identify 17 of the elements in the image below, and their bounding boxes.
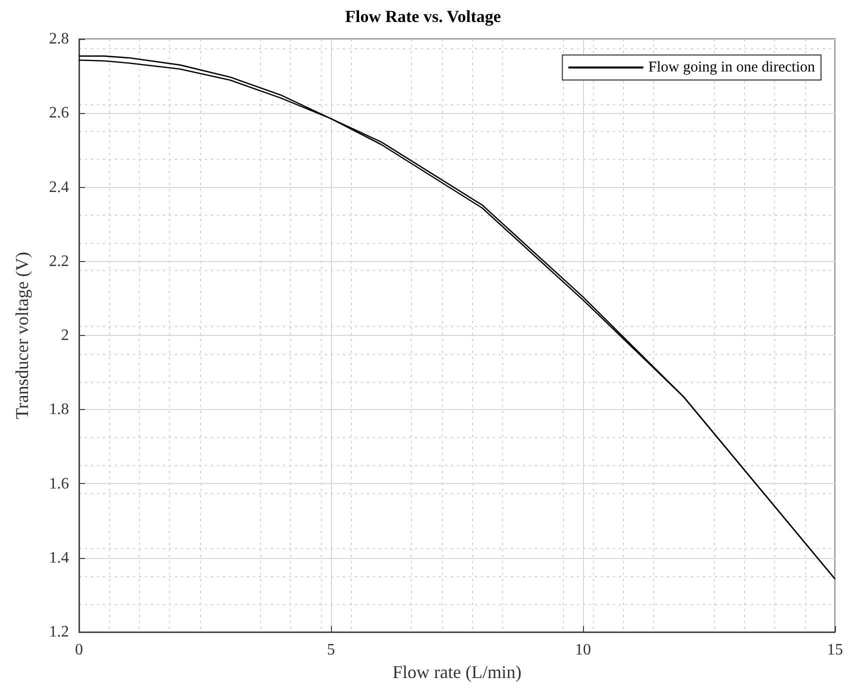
y-tick-label: 2.4 <box>49 178 69 196</box>
y-tick-label: 1.4 <box>49 549 69 566</box>
y-tick-label: 2 <box>61 327 69 344</box>
x-tick-label: 5 <box>327 642 335 658</box>
y-axis-title: Transducer voltage (V) <box>12 252 32 420</box>
y-tick-label: 1.6 <box>49 475 69 492</box>
y-tick-label: 2.8 <box>49 30 69 48</box>
legend-label: Flow going in one direction <box>648 60 816 76</box>
x-tick-label: 0 <box>75 642 83 658</box>
y-tick-label: 1.2 <box>49 624 69 640</box>
y-tick-label: 2.2 <box>49 252 69 270</box>
chart-title: Flow Rate vs. Voltage <box>345 7 502 26</box>
x-tick-label: 15 <box>827 642 843 658</box>
x-tick-label: 10 <box>575 642 591 658</box>
y-tick-label: 1.8 <box>49 401 69 418</box>
y-tick-label: 2.6 <box>49 104 69 122</box>
x-axis-title: Flow rate (L/min) <box>392 662 522 682</box>
